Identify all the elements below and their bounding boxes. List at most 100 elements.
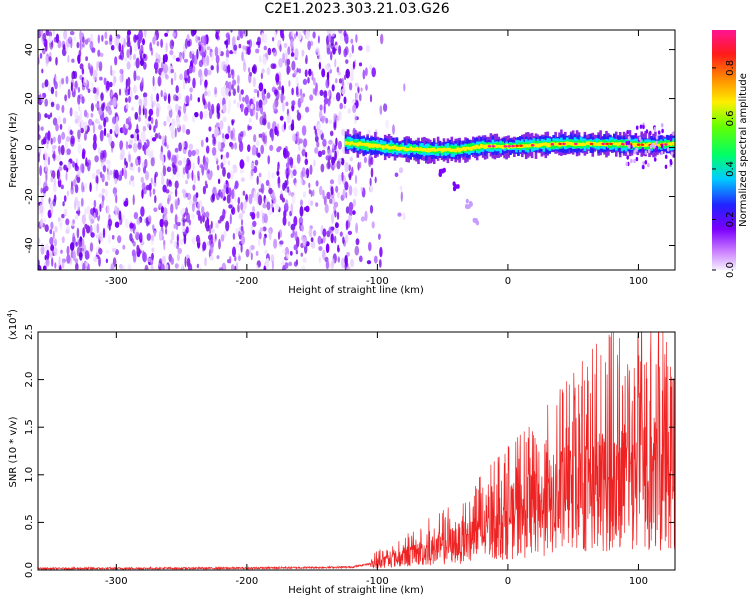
spectrogram-noise-cell [167,104,172,111]
spectrogram-noise-cell [178,142,183,152]
spectrogram-noise-cell [227,34,231,46]
spectrogram-noise-cell [196,210,200,216]
spectrogram-noise-cell [342,188,346,199]
spectrogram-noise-cell [268,229,272,241]
spectrogram-noise-cell [106,204,110,215]
spectrogram-noise-cell [286,58,291,66]
y-tick-label: 20 [24,92,35,105]
spectrogram-noise-cell [327,158,331,169]
spectrogram-noise-cell [59,78,62,89]
spectrogram-noise-cell [53,246,58,256]
spectrogram-noise-cell [130,134,135,139]
spectrogram-noise-cell [358,62,363,67]
spectrogram-noise-cell [166,30,170,34]
spectrogram-noise-cell [221,61,227,72]
spectrogram-noise-cell [119,154,124,161]
spectrogram-track-yellow [395,146,399,151]
spectrogram-noise-cell [290,30,295,37]
spectrogram-noise-cell [77,54,81,64]
spectrogram-noise-cell [44,254,47,261]
spectrogram-noise-cell [174,188,178,198]
spectrogram-noise-cell [379,246,383,258]
spectrogram-noise-cell [39,204,44,214]
spectrogram-noise-cell [170,257,174,265]
spectrogram-noise-cell [80,197,84,207]
spectrogram-noise-cell [200,165,205,174]
spectrogram-noise-cell [233,44,238,51]
spectrogram-noise-cell [128,144,132,149]
spectrogram-track-yellow [370,143,373,148]
spectrogram-track-fringe [630,158,633,164]
spectrogram-track-yellow [673,142,675,147]
spectrogram-noise-cell [380,33,384,45]
spectrogram-noise-cell [301,224,304,232]
spectrogram-noise-cell [175,57,180,62]
y-tick-label: 2.0 [24,372,35,388]
spectrogram-noise-cell [165,227,168,235]
spectrogram-noise-cell [176,253,180,262]
spectrogram-noise-cell [44,98,48,107]
spectrogram-noise-cell [177,160,183,166]
spectrogram-track-peak [550,143,555,146]
spectrogram-noise-cell [94,155,99,163]
spectrogram-noise-cell [319,89,324,96]
spectrogram-noise-cell [312,31,316,39]
spectrogram-noise-cell [66,167,69,173]
spectrogram-noise-cell [90,208,94,215]
spectrogram-track-yellow [528,143,532,148]
spectrogram-noise-cell [347,266,351,270]
spectrogram-track-yellow [425,148,428,153]
spectrogram-noise-cell [163,219,169,227]
spectrogram-noise-cell [276,170,280,176]
spectrogram-noise-cell [289,250,293,256]
spectrogram-noise-cell [132,194,135,206]
spectrogram-noise-cell [367,129,371,136]
spectrogram-track-yellow [391,146,395,150]
spectrogram-noise-cell [294,48,299,58]
snr-y-label: SNR (10 * v/v) [8,416,19,487]
spectrogram-noise-cell [131,238,134,244]
spectrogram-noise-cell [360,87,363,92]
spectrogram-noise-cell [61,131,66,140]
spectrogram-noise-cell [118,55,122,60]
spectrogram-noise-cell [232,88,236,96]
spectrogram-noise-cell [239,30,244,39]
spectrogram-noise-cell [359,93,362,102]
spectrogram-noise-cell [133,131,137,139]
spectrogram-noise-cell [41,68,44,74]
spectrogram-noise-cell [344,161,349,173]
spectrogram-track-yellow [405,147,408,152]
spectrogram-noise-cell [90,82,94,93]
spectrogram-noise-cell [146,257,151,263]
spectrogram-noise-cell [119,68,124,75]
spectrogram-noise-cell [174,180,179,189]
spectrogram-noise-cell [315,132,318,138]
spectrogram-noise-cell [121,44,124,54]
spectrogram-noise-cell [229,255,232,264]
spectrogram-noise-cell [143,61,147,70]
spectrogram-y-label: Frequency (Hz) [8,112,19,188]
spectrogram-noise-cell [141,182,146,191]
spectrogram-noise-cell [87,62,91,70]
spectrogram-noise-cell [185,226,189,234]
spectrogram-noise-cell [185,128,191,135]
spectrogram-track-fringe [644,160,648,165]
spectrogram-noise-cell [205,183,208,189]
spectrogram-noise-cell [331,84,335,92]
spectrogram-noise-cell [310,200,314,206]
spectrogram-noise-cell [98,124,103,130]
spectrogram-noise-cell [153,125,156,133]
spectrogram-noise-cell [183,233,187,245]
spectrogram-noise-cell [101,188,106,194]
y-tick-label: 1.0 [24,467,35,483]
spectrogram-noise-cell [325,117,329,124]
spectrogram-track-yellow [501,144,504,150]
spectrogram-noise-cell [209,255,214,261]
spectrogram-noise-cell [54,262,57,269]
spectrogram-noise-cell [156,107,160,118]
spectrogram-noise-cell [216,106,219,115]
spectrogram-noise-cell [335,92,341,102]
spectrogram-noise-cell [184,38,188,50]
spectrogram-noise-cell [244,94,249,105]
spectrogram-noise-cell [130,162,134,167]
